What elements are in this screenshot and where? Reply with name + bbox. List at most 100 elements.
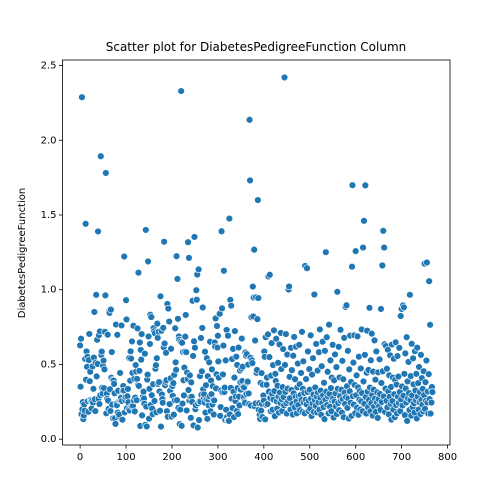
point [359,377,368,386]
point [361,181,370,190]
point [177,87,185,95]
x-tick-label: 600 [346,452,365,463]
point [327,384,335,392]
point [302,375,310,383]
point [126,347,135,355]
point [309,354,317,362]
point [111,420,120,428]
point [219,370,227,379]
point [425,277,433,285]
point [244,377,252,386]
point [289,352,297,360]
point [146,340,154,348]
point [170,410,178,419]
point [85,330,93,338]
point [99,356,108,365]
point [312,340,320,348]
point [308,370,316,379]
point [413,344,421,352]
point [421,378,430,386]
point [264,330,272,339]
point [380,243,388,252]
point [180,391,188,400]
point [348,262,356,271]
point [280,73,289,82]
point [133,324,142,333]
point [165,317,173,326]
point [248,359,257,367]
point [403,417,411,425]
y-tick-label: 0.5 [41,359,57,370]
point [189,352,197,360]
point [322,248,330,256]
point [251,336,259,345]
x-tick-label: 700 [392,452,411,463]
point [426,321,434,329]
point [367,356,375,364]
point [154,334,162,342]
point [395,344,404,352]
point [182,311,190,319]
point [165,400,174,408]
point [153,319,161,328]
point [422,356,431,365]
point [282,330,290,338]
point [77,335,85,343]
point [306,331,315,339]
point [142,226,150,234]
point [351,247,360,255]
point [357,364,365,373]
point [210,410,218,419]
point [100,365,109,374]
point [156,292,165,300]
point [338,357,347,365]
point [427,398,436,407]
point [192,286,201,294]
point [91,407,99,415]
point [135,367,144,375]
point [178,399,187,408]
point [325,320,333,329]
point [377,305,385,313]
point [320,415,329,423]
point [133,375,141,383]
point [285,282,293,291]
point [132,396,141,404]
point [393,352,402,360]
point [263,400,272,408]
point [203,415,212,423]
point [144,257,152,266]
point [198,367,206,376]
point [315,348,323,356]
point [254,294,263,302]
point [316,325,324,334]
point [414,379,422,387]
chart-title: Scatter plot for DiabetesPedigreeFunctio… [106,40,407,54]
point [193,423,202,432]
point [117,321,126,330]
point [135,382,143,390]
point [122,315,131,324]
point [143,422,151,431]
point [281,361,289,369]
point [334,343,343,351]
point [238,334,246,343]
point [195,416,203,424]
y-axis-label: DiabetesPedigreeFunction [17,188,28,318]
point [92,372,101,381]
x-tick-label: 800 [438,452,457,463]
point [171,358,180,367]
point [336,326,345,334]
point [152,361,160,369]
x-tick-label: 500 [300,452,319,463]
point [267,339,276,347]
point [227,302,235,310]
point [348,181,357,189]
point [266,271,274,279]
point [331,350,339,359]
x-tick-label: 0 [77,452,83,463]
y-tick-label: 2.5 [41,61,57,72]
point [274,359,282,367]
point [317,362,326,370]
